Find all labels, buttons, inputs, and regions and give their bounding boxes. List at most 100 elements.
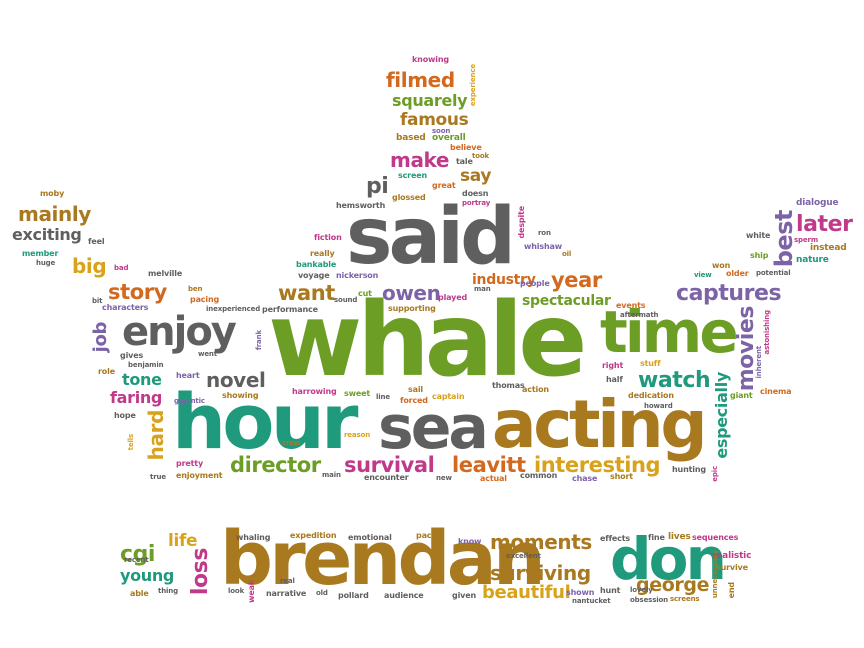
- word-interesting: interesting: [534, 453, 661, 477]
- word-member: member: [22, 249, 59, 258]
- word-half: half: [606, 375, 623, 384]
- word-forced: forced: [400, 396, 428, 405]
- word-based: based: [396, 133, 426, 143]
- word-oil: oil: [562, 250, 572, 258]
- word-fine: fine: [648, 533, 665, 542]
- word-given: given: [452, 591, 477, 600]
- word-encounter: encounter: [364, 473, 409, 482]
- word-captures: captures: [676, 281, 782, 306]
- word-time: time: [600, 298, 739, 366]
- word-astonishing: astonishing: [763, 310, 771, 355]
- word-lovely: lovely: [630, 586, 653, 594]
- word-captain: captain: [432, 392, 465, 401]
- word-ron: ron: [538, 229, 551, 237]
- word-pi: pi: [366, 174, 389, 199]
- word-gigantic: gigantic: [174, 397, 205, 405]
- word-cgi: cgi: [120, 542, 156, 567]
- word-faring: faring: [110, 388, 163, 407]
- word-bad: bad: [114, 264, 129, 272]
- word-performance: performance: [262, 305, 318, 314]
- word-watch: watch: [638, 368, 711, 393]
- word-director: director: [230, 453, 321, 477]
- word-sperm: sperm: [794, 236, 818, 244]
- word-pacing: pacing: [190, 295, 220, 304]
- word-glossed: glossed: [392, 193, 426, 202]
- word-giant: giant: [730, 391, 753, 400]
- word-showing: showing: [222, 391, 259, 400]
- word-hope: hope: [114, 411, 136, 420]
- word-survive: survive: [716, 563, 748, 572]
- word-want: want: [278, 281, 335, 305]
- word-cinema: cinema: [760, 387, 792, 396]
- word-dialogue: dialogue: [796, 198, 839, 208]
- word-short: short: [610, 472, 633, 481]
- word-people: people: [520, 279, 550, 288]
- word-melville: melville: [148, 269, 183, 278]
- word-benjamin: benjamin: [128, 361, 164, 369]
- word-obsession: obsession: [630, 596, 668, 604]
- word-chase: chase: [572, 474, 598, 483]
- word-realistic: realistic: [712, 551, 752, 561]
- word-despite: despite: [517, 206, 526, 239]
- word-pretty: pretty: [176, 459, 204, 468]
- word-epic: epic: [711, 466, 719, 482]
- word-pacific: pacific: [416, 531, 445, 540]
- word-story: story: [108, 280, 167, 304]
- word-screen: screen: [398, 171, 428, 180]
- word-acting: acting: [492, 386, 708, 463]
- word-characters: characters: [102, 303, 149, 312]
- word-thing: thing: [158, 587, 179, 595]
- word-portray: portray: [462, 199, 491, 207]
- word-enjoyment: enjoyment: [176, 471, 223, 480]
- word-line: line: [376, 393, 390, 401]
- word-famous: famous: [400, 110, 469, 130]
- word-soon: soon: [432, 127, 451, 135]
- word-view: view: [694, 271, 712, 279]
- word-young: young: [120, 566, 175, 585]
- word-howard: howard: [644, 402, 673, 410]
- word-hard: hard: [144, 410, 168, 461]
- word-old: old: [316, 589, 328, 597]
- word-loss: loss: [188, 548, 213, 596]
- word-exciting: exciting: [12, 225, 82, 244]
- word-tone: tone: [122, 370, 162, 389]
- word-true: true: [150, 473, 166, 481]
- word-reason: reason: [344, 431, 371, 439]
- word-great: great: [432, 181, 456, 190]
- word-screens: screens: [670, 595, 700, 603]
- word-big: big: [72, 254, 107, 278]
- word-lives: lives: [668, 532, 691, 542]
- word-thomas: thomas: [492, 381, 525, 390]
- word-events: events: [616, 301, 646, 310]
- word-crew: crew: [282, 439, 301, 447]
- word-filmed: filmed: [386, 68, 455, 92]
- word-believe: believe: [450, 143, 482, 152]
- word-whishaw: whishaw: [524, 242, 562, 251]
- word-tale: tale: [456, 157, 473, 166]
- word-george: george: [636, 574, 710, 596]
- word-make: make: [390, 148, 450, 172]
- word-weak: weak: [247, 580, 256, 603]
- word-pollard: pollard: [338, 591, 369, 600]
- word-sound: sound: [334, 296, 358, 304]
- word-inherent: inherent: [755, 346, 763, 379]
- word-excellent: excellent: [506, 552, 541, 560]
- word-shown: shown: [566, 588, 595, 597]
- word-knowing: knowing: [412, 55, 449, 64]
- word-sea: sea: [378, 393, 489, 463]
- word-don: don: [610, 525, 727, 593]
- word-real: real: [280, 577, 295, 585]
- word-older: older: [726, 269, 749, 278]
- word-huge: huge: [36, 259, 56, 267]
- word-ben: ben: [188, 285, 203, 293]
- word-nantucket: nantucket: [572, 597, 611, 605]
- word-doesn: doesn: [462, 189, 489, 198]
- word-know: know: [458, 537, 482, 546]
- word-look: look: [228, 587, 245, 595]
- word-emotional: emotional: [348, 533, 392, 542]
- word-later: later: [796, 212, 853, 237]
- word-sweet: sweet: [344, 389, 371, 398]
- word-nature: nature: [796, 255, 829, 265]
- word-ship: ship: [750, 251, 769, 260]
- word-bit: bit: [92, 297, 103, 305]
